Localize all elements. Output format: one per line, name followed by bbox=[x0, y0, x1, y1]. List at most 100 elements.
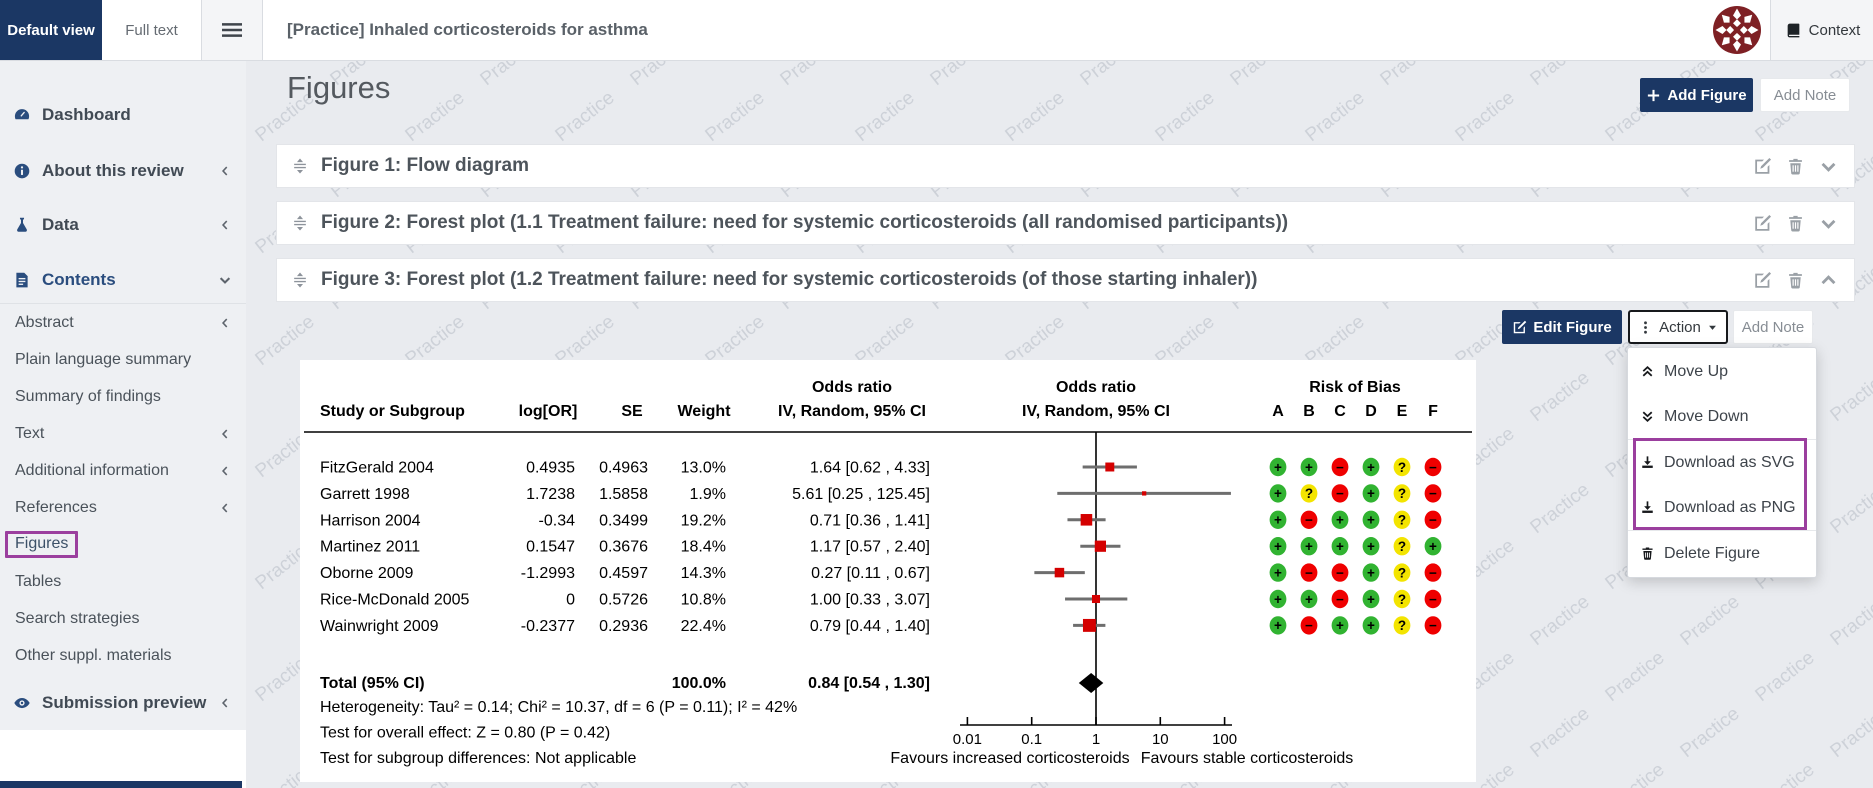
edit-figure-button[interactable]: Edit Figure bbox=[1502, 310, 1622, 344]
drag-handle-icon[interactable] bbox=[291, 214, 309, 232]
svg-text:+: + bbox=[1274, 539, 1282, 554]
trash-icon bbox=[1640, 546, 1655, 561]
svg-text:-0.2377: -0.2377 bbox=[521, 618, 575, 635]
figure-row-3[interactable]: Figure 3: Forest plot (1.2 Treatment fai… bbox=[276, 258, 1855, 302]
chevron-left-icon bbox=[218, 316, 232, 330]
svg-text:18.4%: 18.4% bbox=[681, 539, 726, 556]
delete-figure-icon[interactable] bbox=[1786, 157, 1805, 176]
svg-text:IV, Random, 95% CI: IV, Random, 95% CI bbox=[778, 403, 926, 420]
svg-text:0.2936: 0.2936 bbox=[599, 618, 648, 635]
menu-item-move-up[interactable]: Move Up bbox=[1628, 349, 1816, 394]
sidebar-item-references[interactable]: References bbox=[0, 489, 246, 526]
svg-text:+: + bbox=[1274, 513, 1282, 528]
figure-row-2[interactable]: Figure 2: Forest plot (1.1 Treatment fai… bbox=[276, 201, 1855, 245]
add-figure-button[interactable]: Add Figure bbox=[1640, 78, 1753, 112]
sidebar-item-abstract[interactable]: Abstract bbox=[0, 304, 246, 341]
svg-text:−: − bbox=[1336, 486, 1344, 501]
edit-figure-icon[interactable] bbox=[1753, 271, 1772, 290]
svg-text:A: A bbox=[1272, 403, 1284, 420]
add-note-button[interactable]: Add Note bbox=[1760, 78, 1850, 112]
svg-text:14.3%: 14.3% bbox=[681, 565, 726, 582]
menu-item-delete-figure[interactable]: Delete Figure bbox=[1628, 530, 1816, 576]
svg-text:-1.2993: -1.2993 bbox=[521, 565, 575, 582]
expand-figure-icon[interactable] bbox=[1819, 157, 1838, 176]
context-button[interactable]: Context bbox=[1770, 0, 1873, 60]
menu-item-download-png[interactable]: Download as PNG bbox=[1628, 485, 1816, 530]
action-dropdown-button[interactable]: Action bbox=[1628, 310, 1728, 344]
double-chevron-up-icon bbox=[1640, 364, 1655, 379]
sidebar-item-text[interactable]: Text bbox=[0, 415, 246, 452]
review-title: [Practice] Inhaled corticosteroids for a… bbox=[287, 20, 648, 39]
svg-text:+: + bbox=[1305, 460, 1313, 475]
svg-text:19.2%: 19.2% bbox=[681, 512, 726, 529]
edit-figure-icon[interactable] bbox=[1753, 157, 1772, 176]
figure-add-note-button[interactable]: Add Note bbox=[1733, 310, 1813, 344]
sidebar-item-search-strategies[interactable]: Search strategies bbox=[0, 600, 246, 637]
svg-text:1.5858: 1.5858 bbox=[599, 486, 648, 503]
sidebar-item-label: References bbox=[15, 498, 97, 516]
svg-text:Favours increased corticostero: Favours increased corticosteroids bbox=[890, 750, 1129, 767]
svg-text:0.71 [0.36 , 1.41]: 0.71 [0.36 , 1.41] bbox=[810, 512, 930, 529]
svg-text:−: − bbox=[1429, 565, 1437, 580]
svg-text:Study or Subgroup: Study or Subgroup bbox=[320, 403, 465, 420]
svg-text:Total (95% CI): Total (95% CI) bbox=[320, 675, 425, 692]
svg-text:SE: SE bbox=[621, 403, 643, 420]
svg-text:C: C bbox=[1334, 403, 1346, 420]
svg-text:Martinez 2011: Martinez 2011 bbox=[320, 539, 420, 556]
collapse-figure-icon[interactable] bbox=[1819, 271, 1838, 290]
sidebar-item-data[interactable]: Data bbox=[0, 202, 246, 248]
add-figure-label: Add Figure bbox=[1667, 86, 1747, 104]
delete-figure-icon[interactable] bbox=[1786, 271, 1805, 290]
figure-title: Figure 3: Forest plot (1.2 Treatment fai… bbox=[321, 269, 1258, 290]
menu-item-download-svg[interactable]: Download as SVG bbox=[1628, 439, 1816, 485]
svg-text:?: ? bbox=[1398, 618, 1406, 633]
sidebar-item-tables[interactable]: Tables bbox=[0, 563, 246, 600]
expand-figure-icon[interactable] bbox=[1819, 214, 1838, 233]
svg-text:−: − bbox=[1429, 618, 1437, 633]
svg-text:?: ? bbox=[1398, 486, 1406, 501]
svg-text:?: ? bbox=[1398, 513, 1406, 528]
sidebar-item-dashboard[interactable]: Dashboard bbox=[0, 92, 246, 138]
tab-full-text[interactable]: Full text bbox=[102, 0, 202, 60]
edit-figure-icon[interactable] bbox=[1753, 214, 1772, 233]
svg-text:−: − bbox=[1336, 592, 1344, 607]
tab-default-view[interactable]: Default view bbox=[0, 0, 102, 60]
figure-row-1[interactable]: Figure 1: Flow diagram bbox=[276, 144, 1855, 188]
figure-panel: Odds ratio Odds ratio Risk of Bias Study or… bbox=[300, 360, 1476, 782]
svg-text:1.64 [0.62 , 4.33]: 1.64 [0.62 , 4.33] bbox=[810, 460, 930, 477]
svg-text:E: E bbox=[1397, 403, 1408, 420]
sidebar-item-contents[interactable]: Contents bbox=[0, 257, 246, 303]
sidebar-item-plain-language-summary[interactable]: Plain language summary bbox=[0, 341, 246, 378]
sidebar-item-label: Abstract bbox=[15, 313, 74, 331]
chevron-left-icon bbox=[218, 427, 232, 441]
svg-text:+: + bbox=[1367, 513, 1375, 528]
svg-text:−: − bbox=[1429, 460, 1437, 475]
sidebar-item-submission-preview[interactable]: Submission preview bbox=[0, 680, 246, 726]
svg-text:1.00 [0.33 , 3.07]: 1.00 [0.33 , 3.07] bbox=[810, 592, 930, 609]
main-content: Practice Practice Practice Practice Practice… bbox=[246, 60, 1873, 788]
svg-text:+: + bbox=[1305, 592, 1313, 607]
eye-icon bbox=[13, 694, 31, 712]
menu-toggle-button[interactable] bbox=[202, 0, 263, 60]
svg-text:B: B bbox=[1303, 403, 1315, 420]
svg-text:FitzGerald 2004: FitzGerald 2004 bbox=[320, 460, 434, 477]
sidebar-item-other-suppl-materials[interactable]: Other suppl. materials bbox=[0, 637, 246, 674]
forest-plot-figure: Odds ratio Odds ratio Risk of Bias Study or… bbox=[304, 379, 1472, 767]
sidebar-item-additional-information[interactable]: Additional information bbox=[0, 452, 246, 489]
sidebar-item-figures[interactable]: Figures bbox=[0, 526, 246, 563]
svg-text:Risk of Bias: Risk of Bias bbox=[1309, 379, 1401, 396]
sidebar-item-summary-of-findings[interactable]: Summary of findings bbox=[0, 378, 246, 415]
delete-figure-icon[interactable] bbox=[1786, 214, 1805, 233]
menu-item-move-down[interactable]: Move Down bbox=[1628, 394, 1816, 439]
book-icon bbox=[1785, 22, 1802, 39]
drag-handle-icon[interactable] bbox=[291, 157, 309, 175]
sidebar-item-label: Contents bbox=[42, 270, 116, 289]
svg-text:0.5726: 0.5726 bbox=[599, 592, 648, 609]
svg-text:+: + bbox=[1274, 460, 1282, 475]
sidebar-item-about-this-review[interactable]: About this review bbox=[0, 148, 246, 194]
svg-text:1.9%: 1.9% bbox=[690, 486, 726, 503]
svg-text:0.4963: 0.4963 bbox=[599, 460, 648, 477]
drag-handle-icon[interactable] bbox=[291, 271, 309, 289]
caret-down-icon bbox=[1707, 322, 1718, 333]
menu-item-label: Download as PNG bbox=[1664, 498, 1796, 516]
